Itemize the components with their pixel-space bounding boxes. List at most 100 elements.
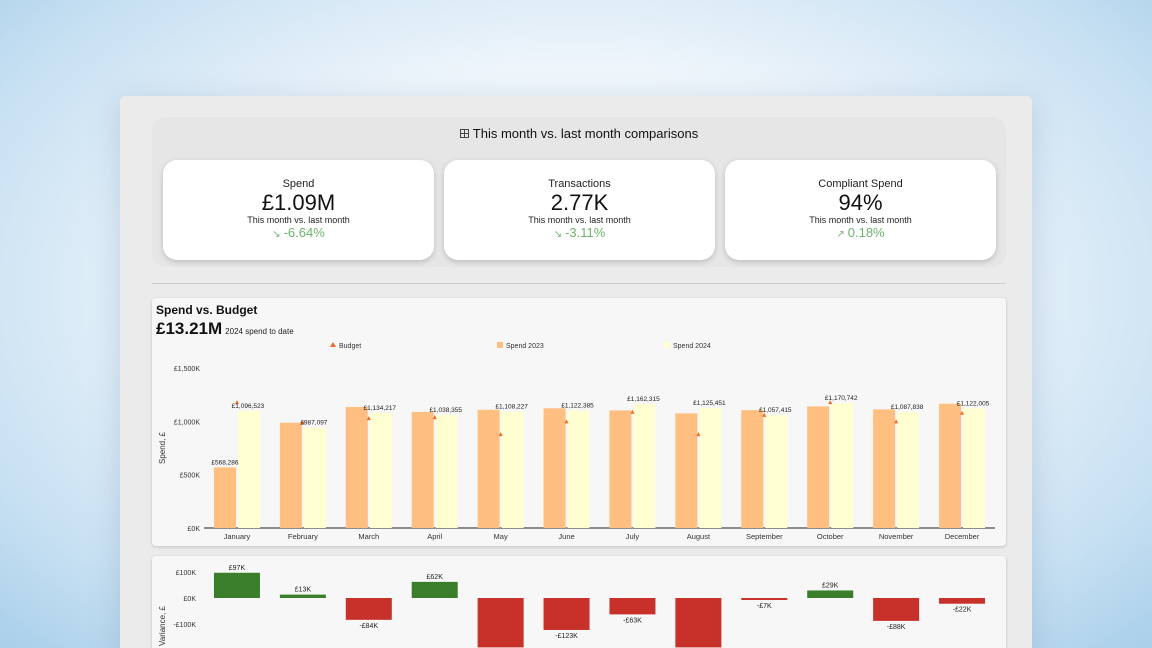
data-label: £1,096,523 [232, 403, 265, 410]
x-tick-label: December [945, 532, 980, 541]
kpi-change-value: 0.18% [847, 225, 885, 240]
trend-up-icon: ↗ [836, 229, 845, 240]
bar-spend-2023 [411, 411, 434, 528]
x-tick-label: November [879, 532, 914, 541]
chart-total-value: £13.21M [156, 319, 223, 338]
x-tick-label: August [687, 532, 711, 541]
section-divider [152, 283, 1006, 284]
data-label: £1,087,838 [891, 404, 924, 411]
y-tick-label: £0K [184, 596, 197, 603]
data-label: £1,108,227 [495, 404, 528, 411]
kpi-section-title: This month vs. last month comparisons [152, 126, 1006, 141]
kpi-card-transactions[interactable]: Transactions 2.77K This month vs. last m… [444, 160, 715, 260]
y-axis-label: Spend, £ [158, 431, 167, 464]
x-tick-label: January [224, 532, 251, 541]
kpi-change-value: -6.64% [283, 225, 325, 240]
x-tick-label: March [358, 532, 379, 541]
data-label: £1,122,005 [957, 400, 990, 407]
kpi-value: 94% [838, 190, 883, 215]
variance-data-label: -£84K [359, 623, 378, 630]
bar-spend-2023 [939, 403, 962, 528]
legend-label: Spend 2023 [506, 343, 544, 350]
variance-bar [873, 598, 920, 621]
bar-spend-2024 [369, 412, 392, 528]
budget-marker [564, 419, 569, 424]
trend-down-icon: ↘ [553, 229, 563, 240]
x-tick-label: October [817, 532, 844, 541]
bar-spend-2024 [501, 411, 524, 528]
variance-chart: Variance, £ £100K £0K -£100K £97K £13K -£84K £6… [158, 565, 986, 648]
x-tick-label: April [427, 532, 442, 541]
variance-bar [477, 598, 524, 648]
bar-spend-2023 [279, 422, 302, 528]
bar-spend-2024 [633, 404, 656, 528]
variance-panel: Variance, £ £100K £0K -£100K £97K £13K -£84K £6… [152, 556, 1006, 648]
bar-spend-2023 [477, 409, 500, 528]
budget-marker [894, 419, 899, 424]
kpi-subtitle: This month vs. last month [247, 215, 350, 225]
legend-label: Spend 2024 [673, 343, 711, 350]
data-label: £1,170,742 [825, 395, 858, 402]
chart-total: £13.21M 2024 spend to date [156, 319, 294, 339]
bar-spend-2024 [567, 410, 590, 528]
x-tick-label: May [494, 532, 508, 541]
x-tick-label: September [746, 532, 783, 541]
budget-marker [762, 412, 767, 417]
budget-marker [960, 410, 965, 415]
variance-data-label: -£63K [623, 617, 642, 624]
spend-vs-budget-panel: Spend vs. Budget £13.21M 2024 spend to da… [152, 298, 1006, 546]
kpi-change: ↗ 0.18% [725, 225, 996, 243]
bar-spend-2023 [741, 410, 764, 528]
bar-spend-2023 [873, 409, 896, 528]
kpi-card-spend[interactable]: Spend £1.09M This month vs. last month ↘… [163, 160, 434, 260]
bar-spend-2023 [609, 410, 632, 528]
variance-data-label: £29K [822, 582, 839, 589]
data-label: £1,134,217 [364, 405, 397, 412]
budget-marker [300, 420, 305, 425]
kpi-label: Transactions [548, 178, 611, 190]
data-label: £1,125,451 [693, 400, 726, 407]
dashboard-window: This month vs. last month comparisons Sp… [120, 96, 1032, 648]
bar-spend-2023 [543, 408, 566, 528]
legend-swatch [497, 342, 503, 348]
y-axis-label: Variance, £ [158, 606, 167, 646]
kpi-title-text: This month vs. last month comparisons [472, 126, 699, 141]
bar-spend-2024 [699, 407, 722, 528]
variance-bar [345, 598, 392, 620]
legend-label: Budget [339, 343, 361, 350]
bar-spend-2024 [831, 403, 854, 528]
variance-bar [279, 594, 326, 598]
bar-spend-2024 [963, 408, 986, 528]
variance-data-label: -£7K [757, 603, 772, 610]
variance-data-label: -£22K [953, 607, 972, 614]
data-label: £1,162,315 [627, 396, 660, 403]
y-tick-label: £0K [188, 526, 201, 533]
variance-data-label: £13K [295, 587, 312, 594]
kpi-subtitle: This month vs. last month [809, 215, 912, 225]
data-label: £1,057,415 [759, 407, 792, 414]
data-label: £1,122,385 [561, 403, 594, 410]
trend-down-icon: ↘ [272, 229, 281, 240]
table-grid-icon [459, 129, 469, 138]
variance-data-label: £97K [229, 565, 246, 572]
budget-marker [828, 400, 833, 405]
bar-spend-2023 [807, 406, 830, 528]
bar-spend-2024 [303, 427, 326, 528]
x-tick-label: February [288, 532, 318, 541]
bar-spend-2023 [675, 413, 698, 528]
legend-budget-marker [330, 342, 336, 347]
budget-marker [630, 409, 635, 414]
variance-bar [741, 598, 788, 600]
budget-marker [432, 415, 437, 420]
y-tick-label: £100K [176, 570, 197, 577]
bar-spend-2024 [765, 415, 788, 528]
bar-spend-2023 [345, 407, 368, 528]
variance-data-label: -£88K [887, 624, 906, 631]
data-label: £1,038,355 [429, 407, 462, 414]
kpi-card-compliant-spend[interactable]: Compliant Spend 94% This month vs. last … [725, 160, 996, 260]
kpi-label: Compliant Spend [818, 178, 903, 190]
budget-marker [498, 432, 503, 437]
kpi-change-value: -3.11% [565, 225, 606, 240]
variance-bar [675, 598, 722, 648]
data-label: £987,097 [300, 420, 327, 427]
